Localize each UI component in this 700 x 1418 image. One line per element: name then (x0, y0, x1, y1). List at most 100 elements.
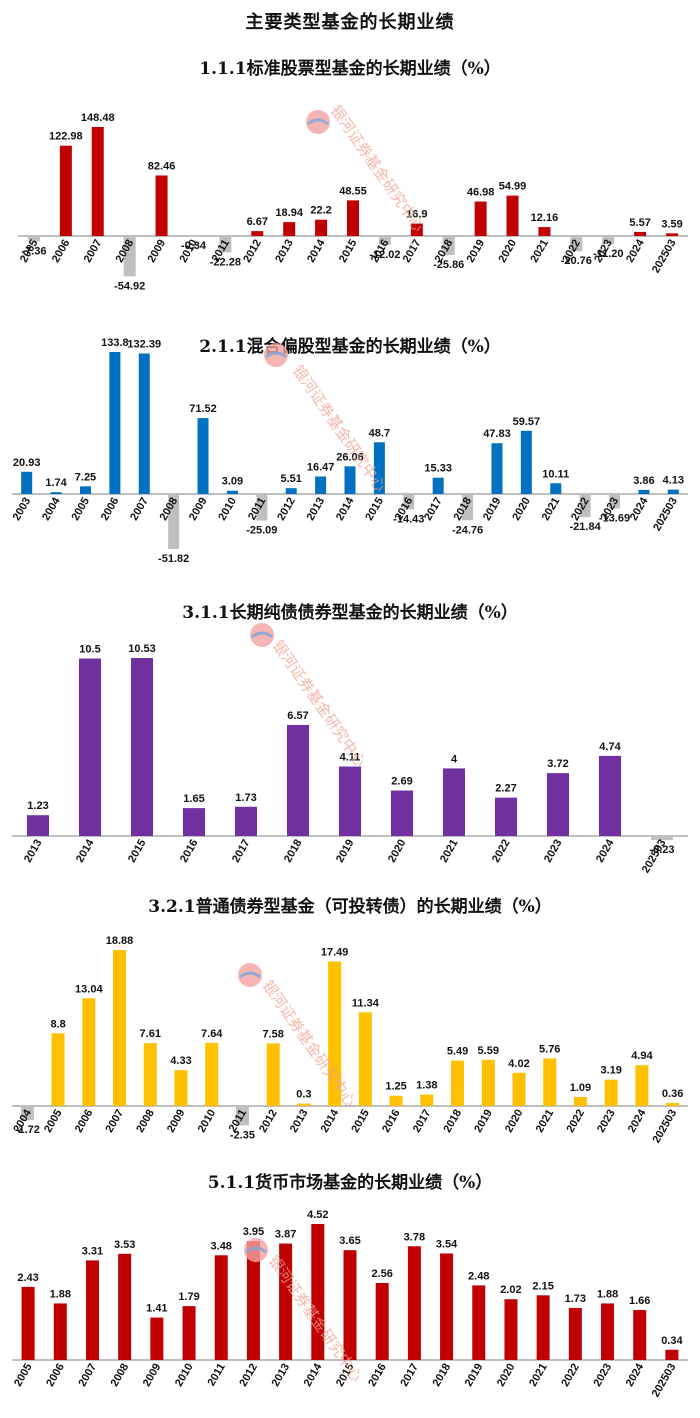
bar-2016 (183, 808, 205, 836)
x-tick-label: 2007 (82, 238, 105, 265)
bar-2014 (328, 961, 342, 1106)
data-label: 26.06 (336, 451, 364, 463)
bar-2007 (113, 950, 127, 1106)
bar-2012 (246, 1241, 260, 1360)
bar-2016 (389, 1095, 403, 1106)
bar-2009 (174, 1070, 188, 1106)
bar-2020 (512, 1072, 526, 1106)
x-tick-label: 2005 (69, 496, 92, 523)
data-label: 5.51 (281, 473, 302, 485)
data-label: -21.84 (570, 521, 602, 533)
bar-2015 (373, 442, 385, 494)
data-label: 1.74 (45, 477, 67, 489)
watermark-logo-icon (250, 623, 274, 647)
chart-long-term-pure-bond: 3.1.1长期纯债债券型基金的长期业绩（%） 1.23 2013 10.5 2014 10… (12, 602, 688, 876)
x-tick-label: 2024 (626, 1107, 649, 1135)
data-label: 5.49 (447, 1046, 468, 1058)
chart-title: 5.1.1货币市场基金的长期业绩（%） (208, 1172, 492, 1193)
data-label: 4 (451, 753, 458, 765)
data-label: 0.3 (296, 1089, 311, 1101)
bar-2009 (150, 1317, 164, 1360)
x-tick-label: 2017 (422, 496, 445, 523)
bar-2011 (256, 494, 268, 521)
bar-2015 (347, 200, 359, 236)
data-label: 48.55 (339, 185, 367, 197)
bar-2019 (474, 201, 487, 236)
watermark-text: 银河证券基金研究中心 (269, 637, 370, 770)
x-tick-label: 202503 (650, 1108, 679, 1146)
data-label: 6.67 (247, 216, 268, 228)
data-label: 18.94 (275, 207, 303, 219)
chart-ordinary-bond: 3.2.1普通债券型基金（可投转债）的长期业绩（%）-1.7220048.820… (11, 896, 688, 1146)
x-tick-label: 2014 (319, 1107, 342, 1135)
chart-title: 2.1.1混合偏股型基金的长期业绩（%） (199, 336, 500, 357)
data-label: 133.8 (101, 337, 129, 349)
x-tick-label: 2018 (431, 1362, 454, 1389)
x-tick-label: 2017 (398, 1362, 421, 1389)
data-label: 0.36 (662, 1088, 683, 1100)
bar-2023 (547, 773, 569, 836)
data-label: 22.2 (310, 205, 331, 217)
data-label: 7.64 (201, 1028, 223, 1040)
x-tick-label: 2012 (257, 1108, 280, 1135)
data-label: 54.99 (499, 181, 527, 193)
x-tick-label: 2013 (305, 496, 328, 523)
data-label: 4.13 (663, 475, 684, 487)
bar-2019 (491, 443, 503, 494)
data-label: 16.47 (307, 462, 335, 474)
watermark-logo-icon (306, 110, 330, 134)
bar-2014 (344, 466, 356, 494)
x-tick-label: 2021 (528, 238, 551, 265)
bar-2013 (283, 222, 296, 236)
data-label: 10.5 (79, 644, 100, 656)
bar-2012 (266, 1043, 280, 1106)
data-label: 5.76 (539, 1043, 560, 1055)
x-tick-label: 2005 (42, 1108, 65, 1135)
bar-2013 (297, 1103, 311, 1106)
data-label: 20.93 (13, 457, 41, 469)
x-tick-label: 2018 (442, 1108, 465, 1135)
data-label: -54.92 (114, 280, 145, 292)
x-tick-label: 2019 (463, 1362, 486, 1389)
data-label: 3.54 (436, 1238, 458, 1250)
data-label: 4.74 (599, 741, 621, 753)
bar-2008 (118, 1253, 132, 1360)
data-label: 1.38 (416, 1080, 437, 1092)
x-tick-label: 2014 (334, 495, 357, 523)
data-label: 2.56 (371, 1268, 392, 1280)
bar-2011 (219, 236, 232, 253)
x-tick-label: 2008 (109, 1362, 132, 1389)
chart-title: 1.1.1标准股票型基金的长期业绩（%） (199, 58, 500, 79)
data-label: 11.34 (352, 997, 380, 1009)
bar-2010 (187, 236, 200, 237)
x-tick-label: 2010 (196, 1108, 219, 1135)
x-tick-label: 2013 (22, 838, 45, 865)
data-label: 1.41 (146, 1303, 167, 1315)
x-tick-label: 2019 (465, 238, 488, 265)
data-label: -51.82 (158, 553, 189, 565)
bar-2019 (339, 766, 361, 836)
bar-2020 (391, 790, 413, 836)
x-tick-label: 2024 (594, 837, 617, 865)
data-label: 3.19 (600, 1065, 621, 1077)
bar-2008 (168, 494, 180, 549)
bar-2024 (599, 755, 621, 836)
x-tick-label: 2009 (165, 1108, 188, 1135)
data-label: -20.76 (561, 255, 592, 267)
x-tick-label: 2017 (230, 838, 253, 865)
x-tick-label: 2020 (495, 1362, 518, 1389)
data-label: 5.59 (478, 1045, 499, 1057)
bar-2018 (451, 1060, 465, 1106)
data-label: 1.73 (565, 1293, 586, 1305)
x-tick-label: 2020 (386, 838, 409, 865)
data-label: 7.61 (140, 1028, 161, 1040)
x-tick-label: 202503 (640, 838, 669, 876)
x-tick-label: 2021 (438, 838, 461, 865)
data-label: 1.65 (183, 793, 204, 805)
data-label: -0.23 (649, 844, 674, 856)
data-label: 2.43 (17, 1272, 38, 1284)
watermark-logo-icon (238, 963, 262, 987)
x-tick-label: 2020 (496, 238, 519, 265)
data-label: 2.02 (500, 1284, 521, 1296)
x-tick-label: 2020 (503, 1108, 526, 1135)
